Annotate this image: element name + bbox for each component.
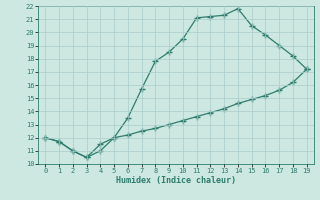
X-axis label: Humidex (Indice chaleur): Humidex (Indice chaleur) — [116, 176, 236, 185]
